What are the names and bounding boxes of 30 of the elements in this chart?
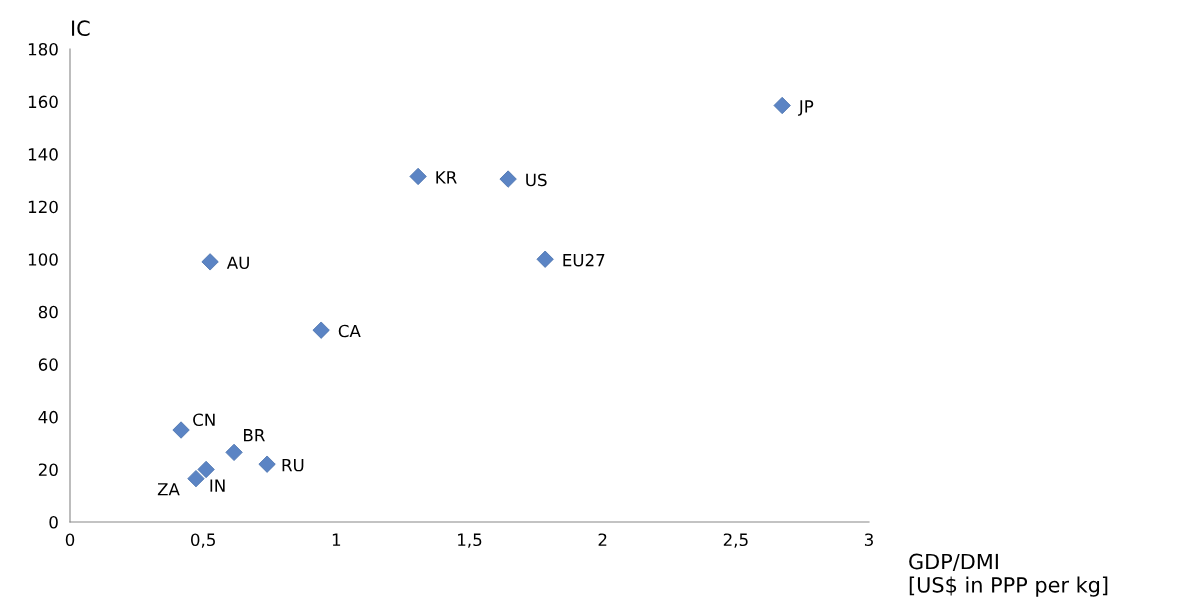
annotation: ZA [157,483,180,496]
y-tick-label: 60 [38,358,58,371]
annotation: CN [193,413,215,427]
annotation: AU [226,256,249,270]
x-axis-title: GDP/DMI [US$ in PPP per kg] [909,553,1108,597]
x-tick-label: 3 [864,533,873,547]
y-tick-label: 40 [38,410,58,424]
x-tick-label: 0,5 [191,533,215,548]
y-tick-label: 160 [28,95,58,109]
y-axis-title: IC [72,20,90,37]
annotation: RU [282,458,304,472]
annotation: IN [210,479,225,492]
annotation: CA [338,324,361,338]
y-tick-label: 140 [28,148,58,161]
annotation: JP [797,100,814,116]
x-tick-label: 2,5 [723,533,748,548]
annotation: KR [436,171,457,184]
x-tick-label: 0 [65,533,75,547]
y-tick-label: 20 [38,463,58,477]
annotation: EU27 [563,253,605,267]
y-tick-label: 180 [28,42,58,56]
x-tick-label: 1 [332,533,341,546]
y-tick-label: 80 [38,305,58,319]
y-tick-label: 100 [28,253,58,266]
x-tick-label: 2 [598,533,607,546]
annotation: US [526,173,547,187]
y-tick-label: 120 [28,200,58,214]
x-tick-label: 1,5 [458,533,482,548]
annotation: BR [244,429,265,442]
y-tick-label: 0 [49,515,58,529]
